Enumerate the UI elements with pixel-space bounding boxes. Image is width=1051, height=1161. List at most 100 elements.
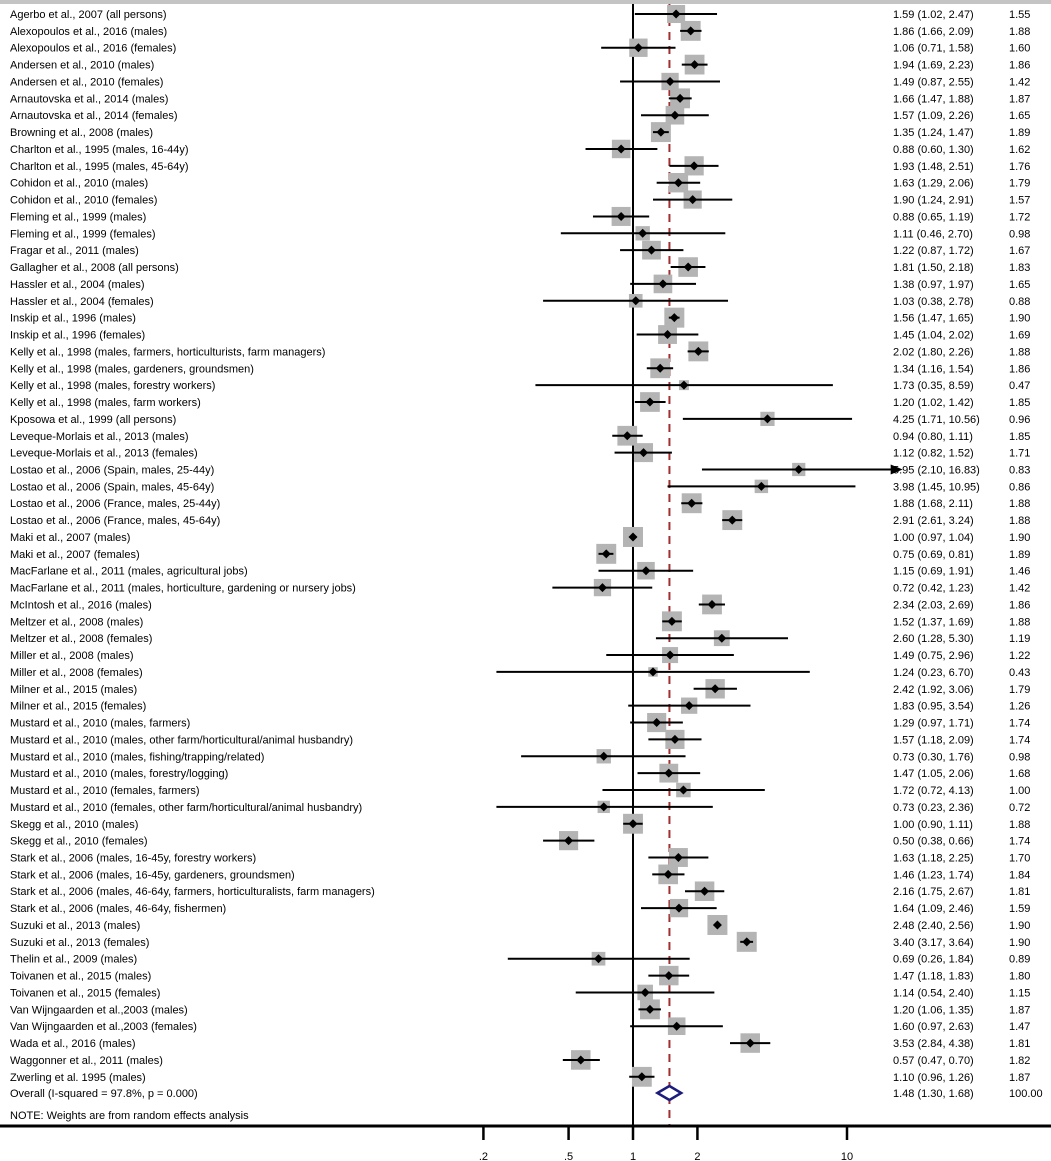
- es-ci-text: 1.00 (0.90, 1.11): [893, 819, 973, 831]
- es-ci-text: 2.60 (1.28, 5.30): [893, 633, 974, 645]
- weight-text: 1.72: [1009, 211, 1030, 223]
- es-ci-text: 1.63 (1.29, 2.06): [893, 178, 974, 190]
- study-row: Fleming et al., 1999 (females) 1.11 (0.46…: [10, 226, 1030, 241]
- study-row: Suzuki et al., 2013 (females) 3.40 (3.17,…: [10, 931, 1030, 952]
- weight-text: 1.59: [1009, 903, 1030, 915]
- point-estimate: [658, 279, 668, 289]
- study-row: Leveque-Morlais et al., 2013 (females) 1.…: [10, 443, 1030, 463]
- study-row: Maki et al., 2007 (females) 0.75 (0.69, 0…: [10, 543, 1030, 564]
- es-ci-text: 1.49 (0.87, 2.55): [893, 76, 974, 88]
- study-label: Maki et al., 2007 (males): [10, 532, 130, 544]
- study-label: Miller et al., 2008 (males): [10, 650, 134, 662]
- study-label: Leveque-Morlais et al., 2013 (females): [10, 448, 198, 460]
- es-ci-text: 0.88 (0.60, 1.30): [893, 144, 974, 156]
- weight-text: 1.26: [1009, 701, 1030, 713]
- es-ci-text: 1.66 (1.47, 1.88): [893, 93, 974, 105]
- study-label: Lostao et al., 2006 (Spain, males, 45-64…: [10, 481, 214, 493]
- es-ci-text: 1.03 (0.38, 2.78): [893, 296, 974, 308]
- study-row: Kelly et al., 1998 (males, farm workers)…: [10, 392, 1030, 412]
- study-label: Milner et al., 2015 (males): [10, 684, 137, 696]
- es-ci-text: 1.57 (1.09, 2.26): [893, 110, 974, 122]
- es-ci-text: 1.47 (1.18, 1.83): [893, 971, 974, 983]
- point-estimate: [693, 346, 703, 356]
- study-label: Fragar et al., 2011 (males): [10, 245, 139, 257]
- weight-text: 1.88: [1009, 346, 1030, 358]
- weight-text: 1.90: [1009, 937, 1030, 949]
- point-estimate: [645, 397, 655, 407]
- study-row: McIntosh et al., 2016 (males) 2.34 (2.03,…: [10, 594, 1030, 615]
- study-row: Waggonner et al., 2011 (males) 0.57 (0.47…: [10, 1050, 1030, 1070]
- es-ci-text: 1.81 (1.50, 2.18): [893, 262, 974, 274]
- point-estimate: [628, 532, 638, 542]
- study-label: Kelly et al., 1998 (males, forestry work…: [10, 380, 215, 392]
- weight-text: 1.57: [1009, 195, 1030, 207]
- weight-text: 1.86: [1009, 363, 1030, 375]
- es-ci-text: 1.88 (1.68, 2.11): [893, 498, 973, 510]
- weight-text: 1.67: [1009, 245, 1030, 257]
- es-ci-text: 1.47 (1.05, 2.06): [893, 768, 974, 780]
- study-row: Suzuki et al., 2013 (males) 2.48 (2.40, 2…: [10, 914, 1030, 935]
- point-estimate: [655, 363, 665, 373]
- weight-text: 1.84: [1009, 869, 1030, 881]
- es-ci-text: 1.11 (0.46, 2.70): [893, 228, 973, 240]
- study-row: Fleming et al., 1999 (males) 0.88 (0.65, …: [10, 206, 1030, 226]
- study-label: Wada et al., 2016 (males): [10, 1038, 136, 1050]
- point-estimate: [648, 667, 658, 677]
- study-row: Agerbo et al., 2007 (all persons) 1.59 (1…: [10, 4, 1030, 24]
- study-label: Lostao et al., 2006 (Spain, males, 25-44…: [10, 464, 214, 476]
- point-estimate: [671, 9, 681, 19]
- point-estimate: [745, 1038, 755, 1048]
- weight-text: 1.80: [1009, 971, 1030, 983]
- es-ci-text: 1.34 (1.16, 1.54): [893, 363, 974, 375]
- es-ci-text: 0.94 (0.80, 1.11): [893, 431, 973, 443]
- study-label: Inskip et al., 1996 (males): [10, 313, 136, 325]
- weight-text: 1.65: [1009, 110, 1030, 122]
- point-estimate: [664, 768, 674, 778]
- study-row: Arnautovska et al., 2014 (females) 1.57 (…: [10, 105, 1030, 125]
- study-label: Agerbo et al., 2007 (all persons): [10, 9, 167, 21]
- point-estimate: [717, 633, 727, 643]
- study-row: MacFarlane et al., 2011 (males, horticul…: [10, 578, 1030, 597]
- weight-text: 1.65: [1009, 279, 1030, 291]
- point-estimate: [742, 937, 752, 947]
- point-estimate: [710, 684, 720, 694]
- es-ci-text: 2.02 (1.80, 2.26): [893, 346, 974, 358]
- study-label: Meltzer et al., 2008 (females): [10, 633, 152, 645]
- es-ci-text: 1.46 (1.23, 1.74): [893, 869, 974, 881]
- study-label: Mustard et al., 2010 (males, fishing/tra…: [10, 751, 264, 763]
- weights-note: NOTE: Weights are from random effects an…: [10, 1110, 249, 1122]
- study-row: Mustard et al., 2010 (males, farmers) 1.2…: [10, 712, 1030, 733]
- study-row: Lostao et al., 2006 (France, males, 25-4…: [10, 493, 1030, 514]
- point-estimate: [616, 144, 626, 154]
- study-row: Lostao et al., 2006 (France, males, 45-6…: [10, 510, 1030, 531]
- overall-weight-text: 100.00: [1009, 1088, 1043, 1100]
- es-ci-text: 1.59 (1.02, 2.47): [893, 9, 974, 21]
- point-estimate: [669, 313, 679, 323]
- weight-text: 1.19: [1009, 633, 1030, 645]
- es-ci-text: 1.12 (0.82, 1.52): [893, 448, 974, 460]
- point-estimate: [622, 431, 632, 441]
- study-label: Kelly et al., 1998 (males, gardeners, gr…: [10, 363, 254, 375]
- overall-row: Overall (I-squared = 97.8%, p = 0.000) 1.…: [10, 1084, 1043, 1102]
- weight-text: 1.88: [1009, 819, 1030, 831]
- weight-text: 1.00: [1009, 785, 1030, 797]
- point-estimate: [727, 515, 737, 525]
- point-estimate: [638, 228, 648, 238]
- study-label: Stark et al., 2006 (males, 16-45y, garde…: [10, 869, 295, 881]
- study-row: MacFarlane et al., 2011 (males, agricult…: [10, 561, 1030, 580]
- es-ci-text: 1.90 (1.24, 2.91): [893, 195, 974, 207]
- es-ci-text: 1.52 (1.37, 1.69): [893, 616, 974, 628]
- study-label: Fleming et al., 1999 (males): [10, 211, 146, 223]
- study-row: Cohidon et al., 2010 (males) 1.63 (1.29, …: [10, 173, 1030, 193]
- study-label: Andersen et al., 2010 (females): [10, 76, 163, 88]
- weight-text: 1.69: [1009, 330, 1030, 342]
- study-label: McIntosh et al., 2016 (males): [10, 599, 152, 611]
- es-ci-text: 1.57 (1.18, 2.09): [893, 734, 974, 746]
- point-estimate: [645, 1004, 655, 1014]
- study-row: Kelly et al., 1998 (males, farmers, hort…: [10, 341, 1030, 362]
- weight-text: 1.83: [1009, 262, 1030, 274]
- study-row: Toivanen et al., 2015 (males) 1.47 (1.18,…: [10, 965, 1030, 986]
- x-tick-label: 10: [841, 1151, 853, 1161]
- es-ci-text: 1.72 (0.72, 4.13): [893, 785, 974, 797]
- study-label: Miller et al., 2008 (females): [10, 667, 143, 679]
